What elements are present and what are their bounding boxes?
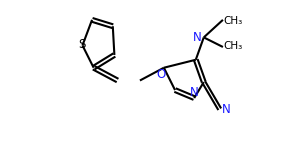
Text: N: N: [193, 31, 201, 44]
Text: S: S: [78, 38, 85, 51]
Text: O: O: [156, 68, 165, 81]
Text: CH₃: CH₃: [224, 16, 243, 26]
Text: CH₃: CH₃: [224, 41, 243, 51]
Text: N: N: [190, 86, 199, 99]
Text: N: N: [222, 103, 231, 116]
